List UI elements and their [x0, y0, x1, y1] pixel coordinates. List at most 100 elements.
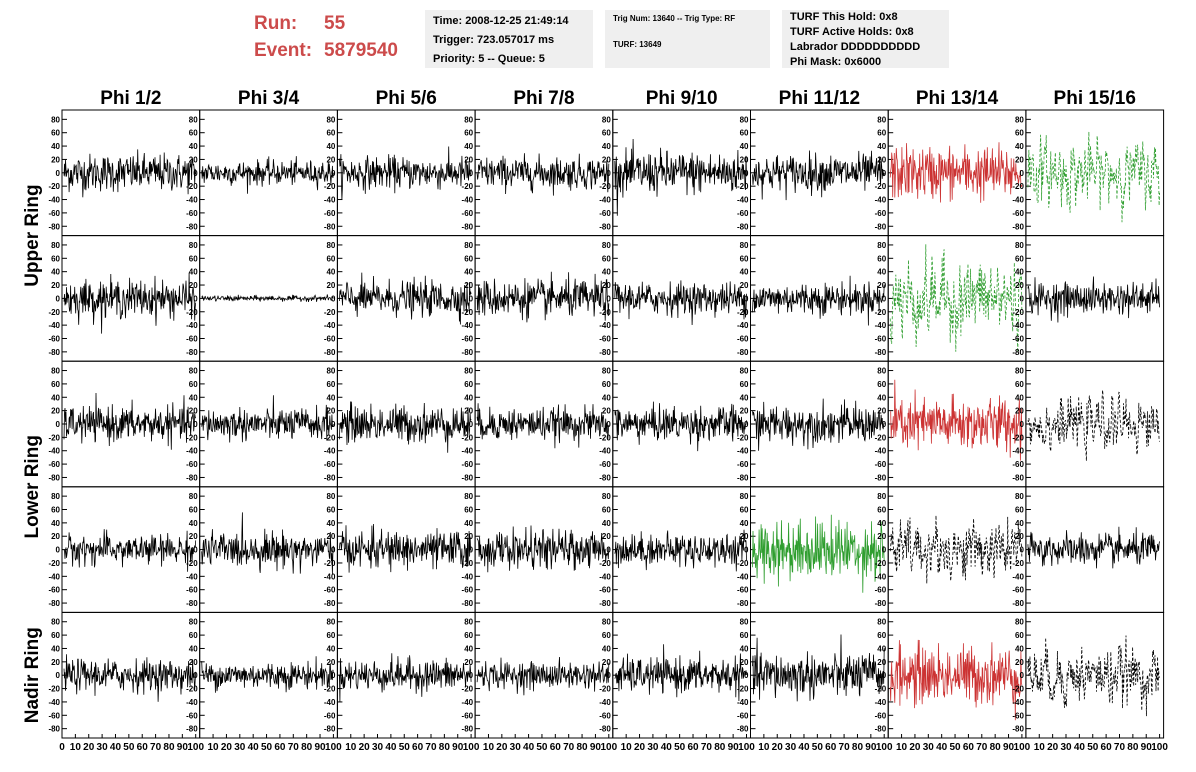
y-tick-label: 80	[51, 241, 60, 250]
column-header-6: Phi 11/12	[779, 88, 860, 109]
y-tick-label: -80	[48, 725, 60, 734]
y-tick-label: -60	[1012, 711, 1024, 720]
y-tick-label: -20	[737, 559, 749, 568]
y-tick-label: -40	[186, 196, 198, 205]
y-tick-label: 80	[326, 115, 335, 124]
y-tick-label: 0	[56, 169, 61, 178]
y-tick-label: -20	[875, 559, 887, 568]
y-tick-label: -60	[462, 209, 474, 218]
y-tick-label: 80	[51, 367, 60, 376]
y-tick-label: -60	[1012, 460, 1024, 469]
x-tick-label: 70	[976, 742, 988, 753]
y-tick-label: -60	[1012, 209, 1024, 218]
y-tick-label: -20	[186, 308, 198, 317]
y-tick-label: -20	[48, 182, 60, 191]
y-tick-label: 40	[877, 268, 886, 277]
y-tick-label: 80	[740, 618, 749, 627]
y-tick-label: -20	[875, 685, 887, 694]
y-tick-label: 0	[331, 169, 336, 178]
y-tick-label: -80	[186, 599, 198, 608]
y-tick-label: 20	[326, 532, 335, 541]
waveform-r1-c7	[889, 142, 1023, 203]
y-tick-label: 20	[189, 658, 198, 667]
y-tick-label: 80	[189, 367, 198, 376]
y-tick-label: 40	[464, 519, 473, 528]
waveform-r3-c2	[201, 395, 334, 443]
y-tick-label: -60	[462, 586, 474, 595]
x-tick-label: 0	[59, 742, 65, 753]
event-label: Event:	[254, 40, 313, 61]
y-tick-label: -80	[462, 348, 474, 357]
y-tick-label: -20	[462, 308, 474, 317]
y-tick-label: -60	[599, 209, 611, 218]
y-tick-label: -40	[462, 321, 474, 330]
y-tick-label: -60	[324, 711, 336, 720]
x-tick-label: 10	[70, 742, 82, 753]
y-tick-label: 60	[326, 631, 335, 640]
x-tick-label: 40	[523, 742, 535, 753]
ring-label-3: Nadir Ring	[22, 627, 43, 723]
y-tick-label: 0	[882, 671, 887, 680]
x-tick-label: 10	[1034, 742, 1046, 753]
x-tick-label: 100	[1014, 742, 1031, 753]
column-header-1: Phi 1/2	[100, 88, 161, 109]
y-tick-label: 80	[189, 492, 198, 501]
y-tick-label: -80	[186, 473, 198, 482]
y-tick-label: 40	[740, 268, 749, 277]
y-tick-label: -60	[599, 586, 611, 595]
y-tick-label: -40	[186, 321, 198, 330]
x-tick-label: 40	[936, 742, 948, 753]
x-tick-label: 100	[463, 742, 480, 753]
waveform-r1-c5	[614, 138, 747, 216]
y-tick-label: 20	[326, 281, 335, 290]
y-tick-label: -60	[48, 586, 60, 595]
x-tick-label: 50	[1087, 742, 1099, 753]
y-tick-label: -40	[1012, 447, 1024, 456]
y-tick-label: 60	[326, 506, 335, 515]
y-tick-label: -80	[1012, 725, 1024, 734]
y-tick-label: 40	[740, 644, 749, 653]
y-tick-label: 80	[1015, 367, 1024, 376]
x-tick-label: 30	[1060, 742, 1072, 753]
y-tick-label: 40	[602, 268, 611, 277]
y-tick-label: 40	[464, 268, 473, 277]
x-tick-label: 70	[701, 742, 713, 753]
x-tick-label: 50	[123, 742, 135, 753]
y-tick-label: 20	[464, 658, 473, 667]
y-tick-label: 40	[464, 644, 473, 653]
turf-holds-box: TURF This Hold: 0x8 TURF Active Holds: 0…	[782, 10, 949, 68]
y-tick-label: -40	[48, 572, 60, 581]
y-tick-label: 20	[1015, 155, 1024, 164]
y-tick-label: 60	[602, 506, 611, 515]
y-tick-label: 20	[1015, 658, 1024, 667]
y-tick-label: -20	[324, 433, 336, 442]
y-tick-label: 40	[51, 142, 60, 151]
y-tick-label: 0	[1019, 169, 1024, 178]
y-tick-label: -20	[737, 685, 749, 694]
y-tick-label: 0	[606, 169, 611, 178]
y-tick-label: -40	[737, 572, 749, 581]
y-tick-label: -20	[737, 308, 749, 317]
y-tick-label: 20	[740, 532, 749, 541]
y-tick-label: 40	[464, 142, 473, 151]
y-tick-label: 80	[602, 367, 611, 376]
waveform-r4-c4	[476, 525, 610, 573]
y-tick-label: 60	[464, 254, 473, 263]
y-tick-label: 80	[1015, 241, 1024, 250]
x-tick-label: 50	[261, 742, 273, 753]
y-tick-label: -20	[1012, 182, 1024, 191]
y-tick-label: 0	[1019, 671, 1024, 680]
y-tick-label: -80	[48, 348, 60, 357]
y-tick-label: -60	[875, 586, 887, 595]
y-tick-label: 40	[189, 393, 198, 402]
y-tick-label: -80	[737, 222, 749, 231]
y-tick-label: 40	[464, 393, 473, 402]
y-tick-label: -20	[599, 685, 611, 694]
x-tick-label: 80	[852, 742, 864, 753]
waveform-r4-c5	[614, 529, 747, 572]
y-tick-label: 80	[602, 115, 611, 124]
y-tick-label: 80	[740, 241, 749, 250]
x-tick-label: 60	[825, 742, 837, 753]
y-tick-label: -20	[737, 433, 749, 442]
y-tick-label: -80	[1012, 599, 1024, 608]
